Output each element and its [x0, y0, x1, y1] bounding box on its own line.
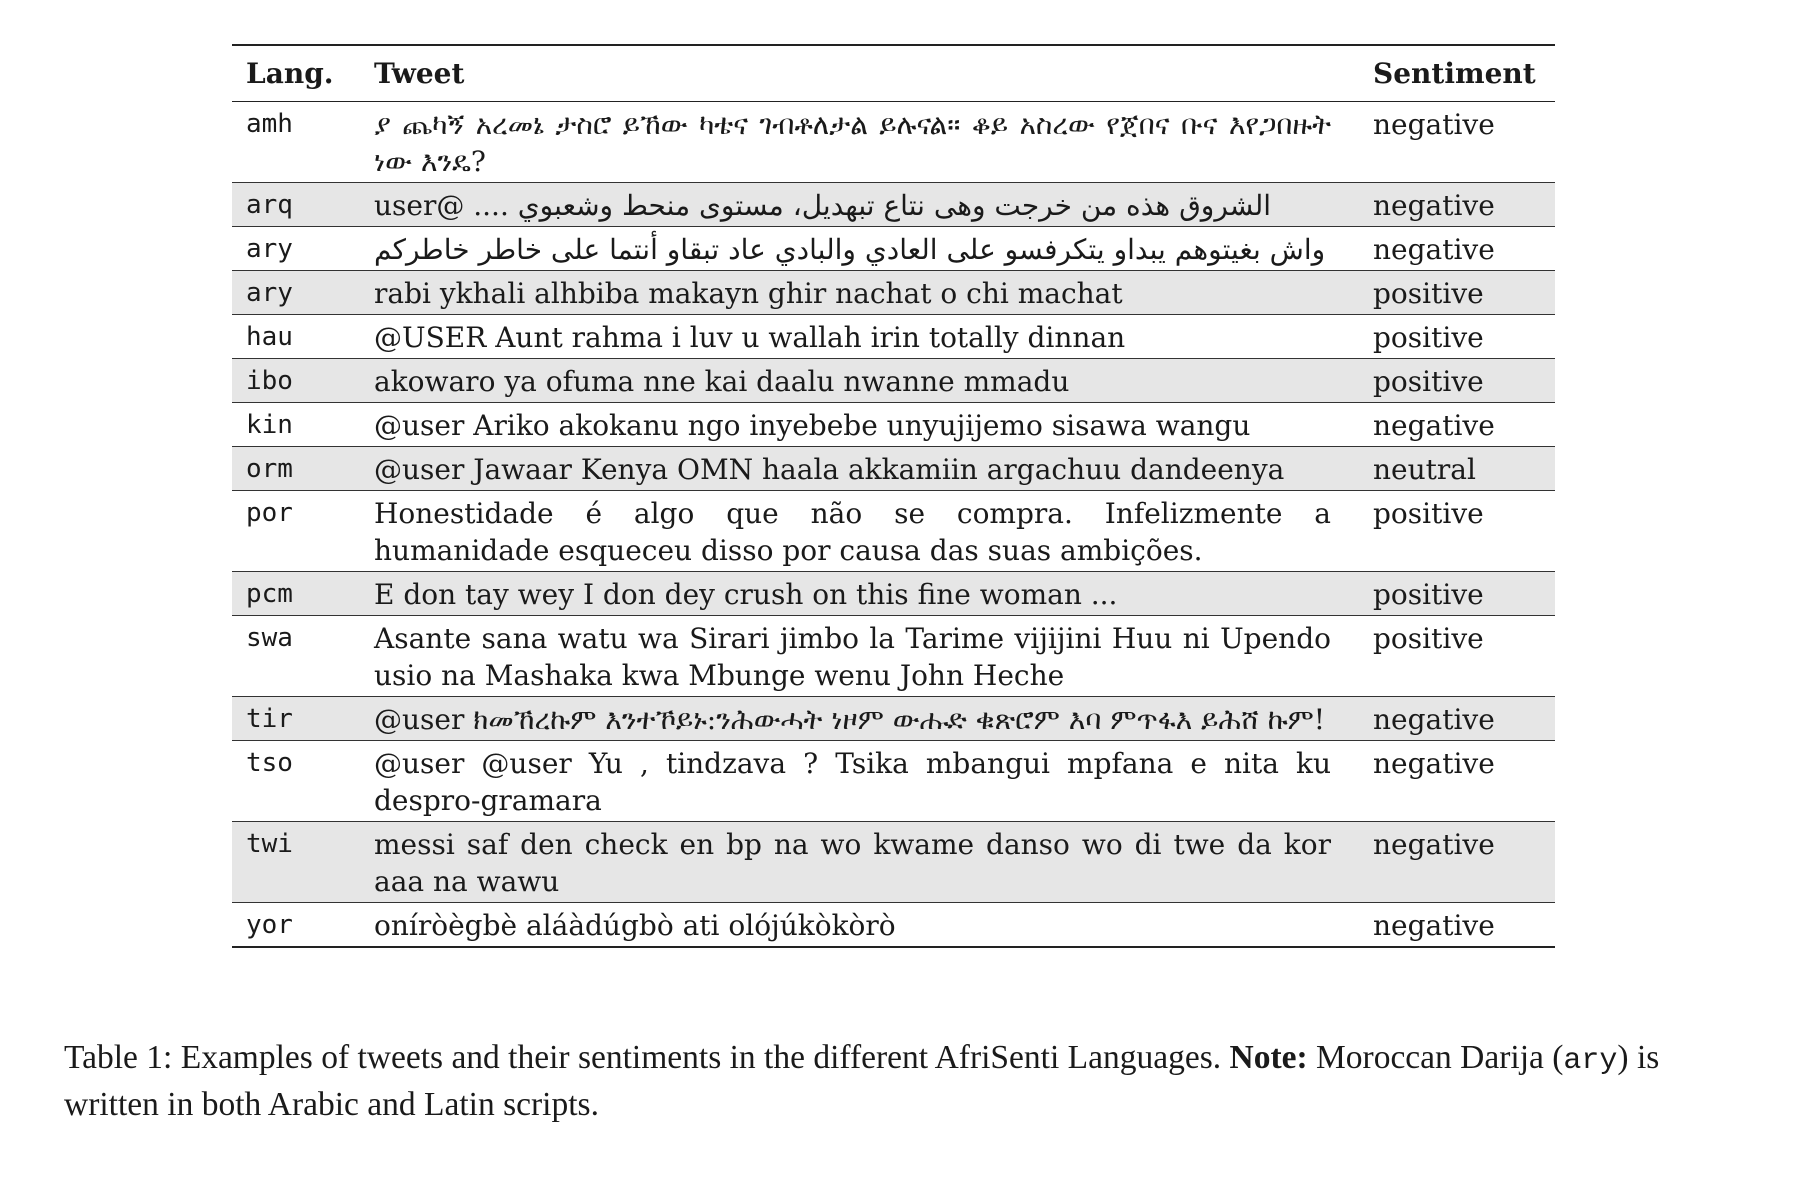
cell-sentiment: negative: [1359, 696, 1555, 741]
cell-lang: tir: [232, 696, 360, 741]
table-row: amh ያ ጨካኝ አረመኔ ታስሮ ይኸው ካቴና ገብቶለታል ይሉናል። ቆ…: [232, 101, 1555, 183]
cell-lang: hau: [232, 314, 360, 359]
cell-tweet: messi saf den check en bp na wo kwame da…: [360, 821, 1359, 903]
cell-lang: twi: [232, 821, 360, 903]
header-sentiment: Sentiment: [1359, 45, 1555, 102]
table-row: ibo akowaro ya ofuma nne kai daalu nwanne…: [232, 358, 1555, 403]
cell-lang: pcm: [232, 571, 360, 616]
cell-sentiment: positive: [1359, 571, 1555, 616]
cell-tweet: ያ ጨካኝ አረመኔ ታስሮ ይኸው ካቴና ገብቶለታል ይሉናል። ቆይ አ…: [360, 101, 1359, 183]
header-tweet: Tweet: [360, 45, 1359, 102]
table-row: orm @user Jawaar Kenya OMN haala akkamiin…: [232, 446, 1555, 491]
cell-sentiment: neutral: [1359, 446, 1555, 491]
cell-sentiment: negative: [1359, 821, 1555, 903]
cell-lang: tso: [232, 740, 360, 822]
table-row: swa Asante sana watu wa Sirari jimbo la T…: [232, 615, 1555, 697]
examples-table-container: Lang. Tweet Sentiment amh ያ ጨካኝ አረመኔ ታስሮ …: [232, 44, 1555, 948]
cell-lang: orm: [232, 446, 360, 491]
cell-lang: amh: [232, 101, 360, 183]
cell-tweet: Honestidade é algo que não se compra. In…: [360, 490, 1359, 572]
cell-tweet: @user Jawaar Kenya OMN haala akkamiin ar…: [360, 446, 1359, 491]
table-row: tir @user ክመኸረኩም እንተኾይኑ:ንሕውሓት ነዞም ውሑድ ቁጽሮ…: [232, 696, 1555, 741]
cell-tweet: @USER Aunt rahma i luv u wallah irin tot…: [360, 314, 1359, 359]
table-row: kin @user Ariko akokanu ngo inyebebe unyu…: [232, 402, 1555, 447]
table-row: arq الشروق هذه من خرجت وهى نتاع تبهديل، م…: [232, 182, 1555, 227]
cell-tweet: واش بغيتوهم يبداو يتكرفسو على العادي وال…: [360, 226, 1359, 271]
cell-lang: por: [232, 490, 360, 572]
table-header-row: Lang. Tweet Sentiment: [232, 45, 1555, 102]
cell-sentiment: negative: [1359, 182, 1555, 227]
caption-note-code: ary: [1563, 1044, 1618, 1078]
cell-sentiment: negative: [1359, 402, 1555, 447]
table-row: pcm E don tay wey I don dey crush on this…: [232, 571, 1555, 616]
table-row: ary rabi ykhali alhbiba makayn ghir nacha…: [232, 270, 1555, 315]
cell-sentiment: positive: [1359, 358, 1555, 403]
table-caption: Table 1: Examples of tweets and their se…: [64, 1036, 1754, 1127]
cell-sentiment: positive: [1359, 490, 1555, 572]
cell-sentiment: positive: [1359, 270, 1555, 315]
cell-tweet: akowaro ya ofuma nne kai daalu nwanne mm…: [360, 358, 1359, 403]
cell-tweet: Asante sana watu wa Sirari jimbo la Tari…: [360, 615, 1359, 697]
cell-sentiment: negative: [1359, 226, 1555, 271]
cell-lang: ary: [232, 226, 360, 271]
table-row: tso @user @user Yu , tindzava ? Tsika mba…: [232, 740, 1555, 822]
caption-label: Table 1: Examples of tweets and their se…: [64, 1039, 1222, 1076]
cell-lang: swa: [232, 615, 360, 697]
cell-sentiment: negative: [1373, 909, 1495, 942]
table-row: twi messi saf den check en bp na wo kwame…: [232, 821, 1555, 903]
cell-lang: arq: [232, 182, 360, 227]
caption-note-text-2: ) is written in both Arabic and Latin sc…: [64, 1039, 1660, 1123]
cell-tweet: @user @user Yu , tindzava ? Tsika mbangu…: [360, 740, 1359, 822]
cell-tweet: E don tay wey I don dey crush on this fi…: [360, 571, 1359, 616]
cell-tweet: الشروق هذه من خرجت وهى نتاع تبهديل، مستو…: [360, 182, 1359, 227]
table-row: hau @USER Aunt rahma i luv u wallah irin …: [232, 314, 1555, 359]
cell-tweet: oníròègbè aláàdúgbò ati olójúkòkòrò: [374, 909, 896, 942]
examples-table: Lang. Tweet Sentiment amh ያ ጨካኝ አረመኔ ታስሮ …: [232, 44, 1555, 948]
cell-tweet: @user Ariko akokanu ngo inyebebe unyujij…: [360, 402, 1359, 447]
cell-lang: ibo: [232, 358, 360, 403]
header-lang: Lang.: [232, 45, 360, 102]
cell-lang: yor: [246, 910, 293, 940]
cell-sentiment: negative: [1359, 740, 1555, 822]
caption-note-text-1: Moroccan Darija (: [1316, 1039, 1564, 1076]
table-row: por Honestidade é algo que não se compra.…: [232, 490, 1555, 572]
caption-note-label: Note:: [1229, 1039, 1308, 1076]
table-row: yor oníròègbè aláàdúgbò ati olójúkòkòrò ne…: [232, 903, 1555, 948]
cell-lang: kin: [232, 402, 360, 447]
table-body: amh ያ ጨካኝ አረመኔ ታስሮ ይኸው ካቴና ገብቶለታል ይሉናል። ቆ…: [232, 101, 1555, 948]
cell-sentiment: positive: [1359, 314, 1555, 359]
cell-tweet: @user ክመኸረኩም እንተኾይኑ:ንሕውሓት ነዞም ውሑድ ቁጽሮም እ…: [360, 696, 1359, 741]
cell-lang: ary: [232, 270, 360, 315]
table-row: ary واش بغيتوهم يبداو يتكرفسو على العادي …: [232, 226, 1555, 271]
cell-tweet: rabi ykhali alhbiba makayn ghir nachat o…: [360, 270, 1359, 315]
cell-sentiment: positive: [1359, 615, 1555, 697]
cell-sentiment: negative: [1359, 101, 1555, 183]
